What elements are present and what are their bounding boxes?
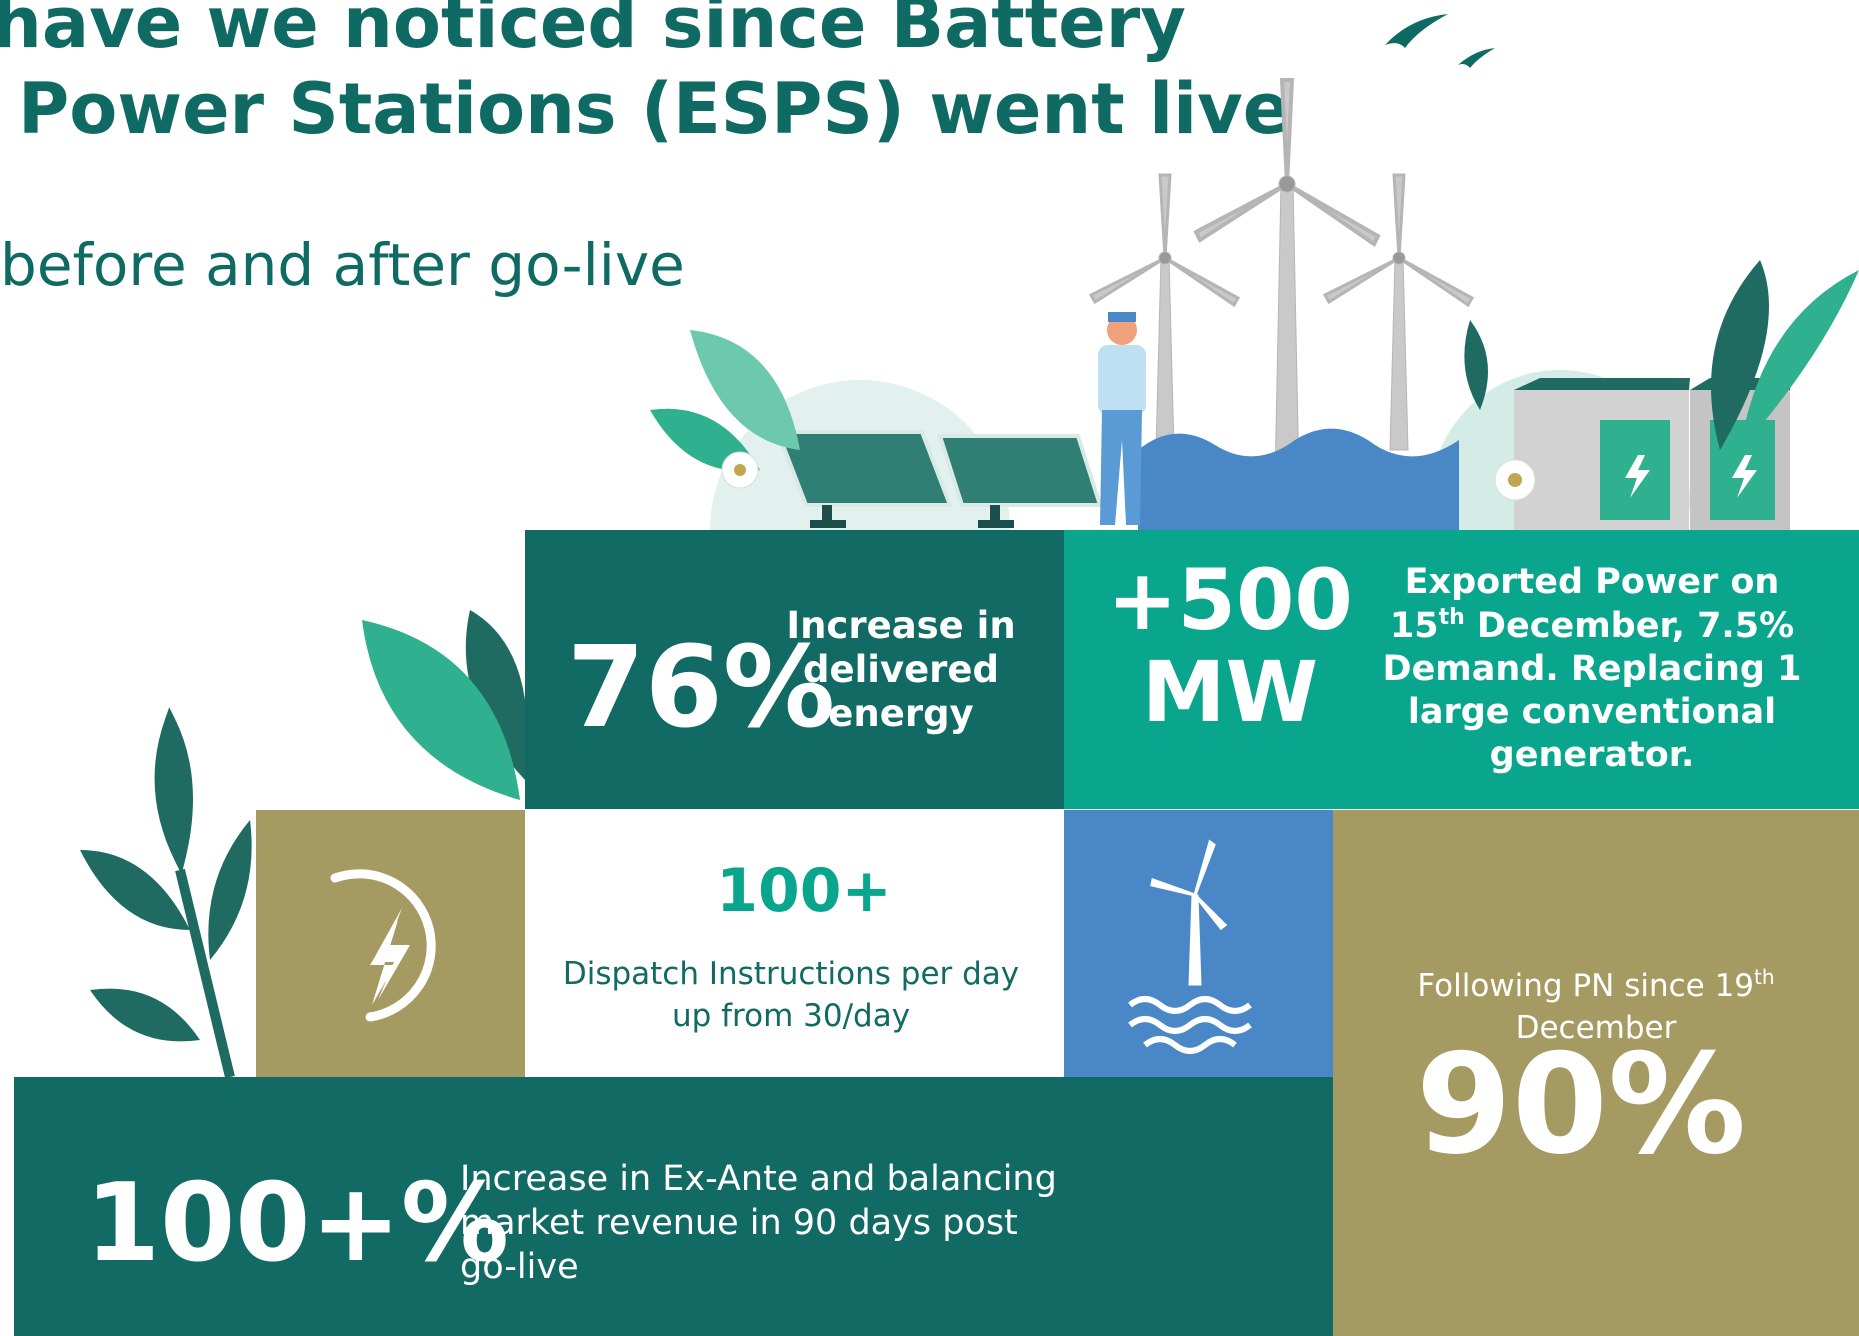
superscript: th [1754, 965, 1775, 989]
wind-water-icon [1128, 839, 1252, 1054]
stat-label: energy [828, 692, 973, 735]
stat-label: generator. [1490, 735, 1695, 775]
stat-value: +500 [1107, 551, 1353, 649]
leaves [80, 260, 1859, 1079]
battery-containers [1514, 378, 1790, 530]
text-part: 15 [1390, 606, 1439, 646]
tile-delivered [525, 530, 1064, 809]
stat-value: 100+% [85, 1161, 509, 1286]
stat-label: 15th December, 7.5% [1390, 605, 1794, 646]
person [1098, 312, 1146, 525]
stat-value: MW [1142, 643, 1318, 741]
stat-label: Exported Power on [1405, 562, 1780, 602]
stat-label: up from 30/day [672, 998, 910, 1034]
stat-label: go-live [460, 1247, 579, 1287]
stat-label: Increase in [786, 604, 1015, 647]
power-icon [330, 869, 436, 1022]
tile-revenue [14, 1077, 1333, 1336]
tile-dispatch [525, 810, 1064, 1077]
tile-exported [1064, 530, 1859, 809]
stat-label: large conventional [1408, 692, 1776, 732]
stat-label: Dispatch Instructions per day [563, 956, 1019, 992]
title-line: have we noticed since Battery [0, 0, 1186, 64]
tile-following [1333, 810, 1859, 1336]
subtitle: before and after go-live [0, 231, 685, 299]
stat-label: delivered [803, 648, 999, 691]
stat-label: Following PN since 19th [1417, 965, 1774, 1004]
text-part: Following PN since 19 [1417, 968, 1754, 1004]
stat-label: December [1516, 1010, 1677, 1046]
stat-label: market revenue in 90 days post [460, 1203, 1018, 1243]
birds [1385, 14, 1495, 68]
superscript: th [1439, 605, 1465, 630]
water [1138, 428, 1459, 530]
stat-value: 100+ [716, 856, 892, 926]
solar-panels [775, 430, 1103, 528]
wind-turbines [1088, 78, 1475, 531]
stat-value: 76% [567, 623, 835, 753]
text-part: December, 7.5% [1465, 606, 1794, 646]
stat-value: 90% [1416, 1024, 1746, 1185]
title-line: Power Stations (ESPS) went live [18, 68, 1290, 150]
stat-label: Increase in Ex-Ante and balancing [460, 1159, 1057, 1199]
stat-label: Demand. Replacing 1 [1383, 649, 1802, 689]
